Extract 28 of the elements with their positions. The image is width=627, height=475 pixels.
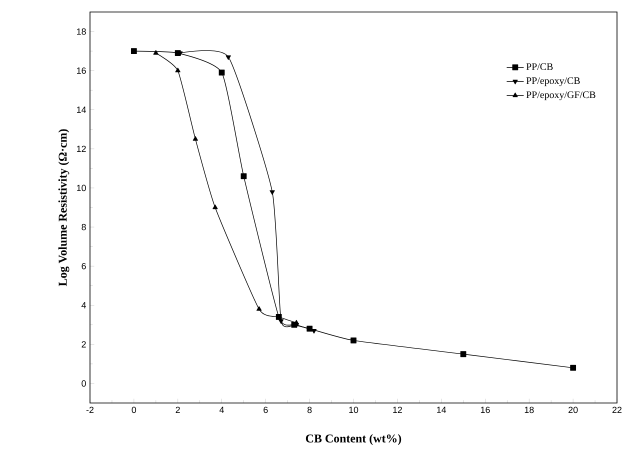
x-tick-label: 22 xyxy=(612,406,622,413)
y-tick-label: 14 xyxy=(76,106,86,113)
x-tick-label: 2 xyxy=(176,406,180,413)
x-tick-label: 18 xyxy=(524,406,534,414)
y-tick-label: 2 xyxy=(82,341,86,348)
x-tick-label: 6 xyxy=(264,406,268,414)
y-axis-title: Log Volume Resistivity (Ω·cm) xyxy=(58,129,70,286)
x-tick-label: 0 xyxy=(132,406,136,414)
x-tick-label: 16 xyxy=(480,406,490,414)
x-tick-label: 8 xyxy=(307,406,312,414)
y-tick-label: 16 xyxy=(76,67,86,74)
x-tick-label: 4 xyxy=(219,406,224,413)
y-tick-label: 4 xyxy=(82,302,86,308)
y-tick-label: 6 xyxy=(82,262,86,270)
y-tick-label: 0 xyxy=(82,380,86,387)
x-tick-label: -2 xyxy=(86,406,94,413)
x-tick-label: 12 xyxy=(393,406,402,413)
y-tick-label: 12 xyxy=(76,146,86,152)
y-tick-label: 10 xyxy=(76,184,86,192)
x-tick-label: 20 xyxy=(568,406,578,414)
legend-label: PP/epoxy/GF/CB xyxy=(526,91,596,100)
x-tick-label: 10 xyxy=(349,406,358,414)
x-axis-title: CB Content (wt%) xyxy=(306,434,402,445)
x-tick-label: 14 xyxy=(437,406,446,413)
y-tick-label: 18 xyxy=(76,28,86,35)
y-tick-label: 8 xyxy=(82,224,86,230)
legend-label: PP/epoxy/CB xyxy=(526,77,580,86)
legend-label: PP/CB xyxy=(526,63,553,70)
